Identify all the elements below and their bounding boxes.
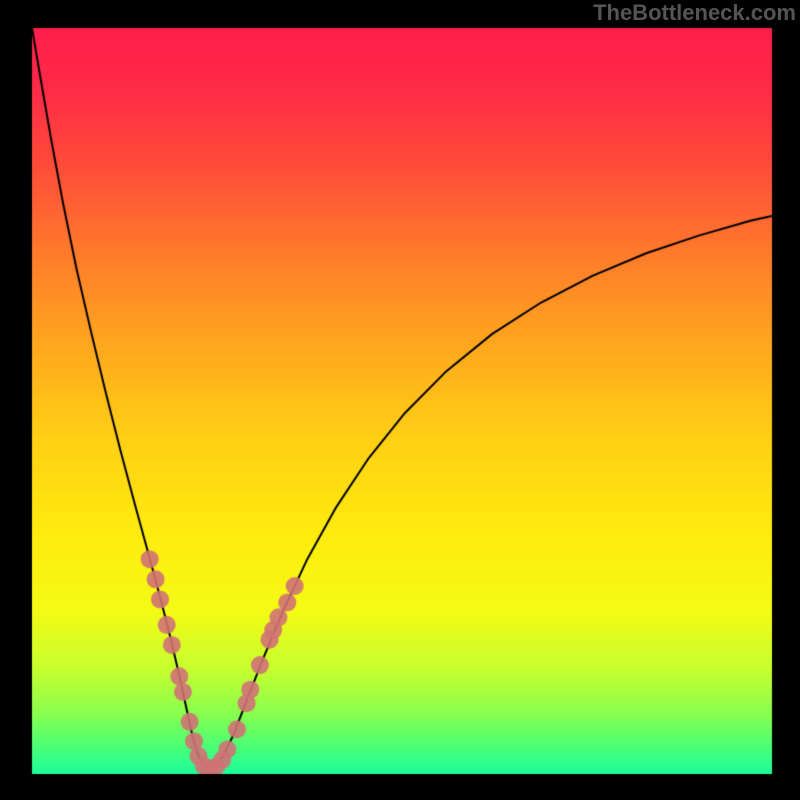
bottleneck-curve-chart	[0, 0, 800, 800]
chart-stage: TheBottleneck.com	[0, 0, 800, 800]
watermark-text: TheBottleneck.com	[593, 0, 796, 26]
